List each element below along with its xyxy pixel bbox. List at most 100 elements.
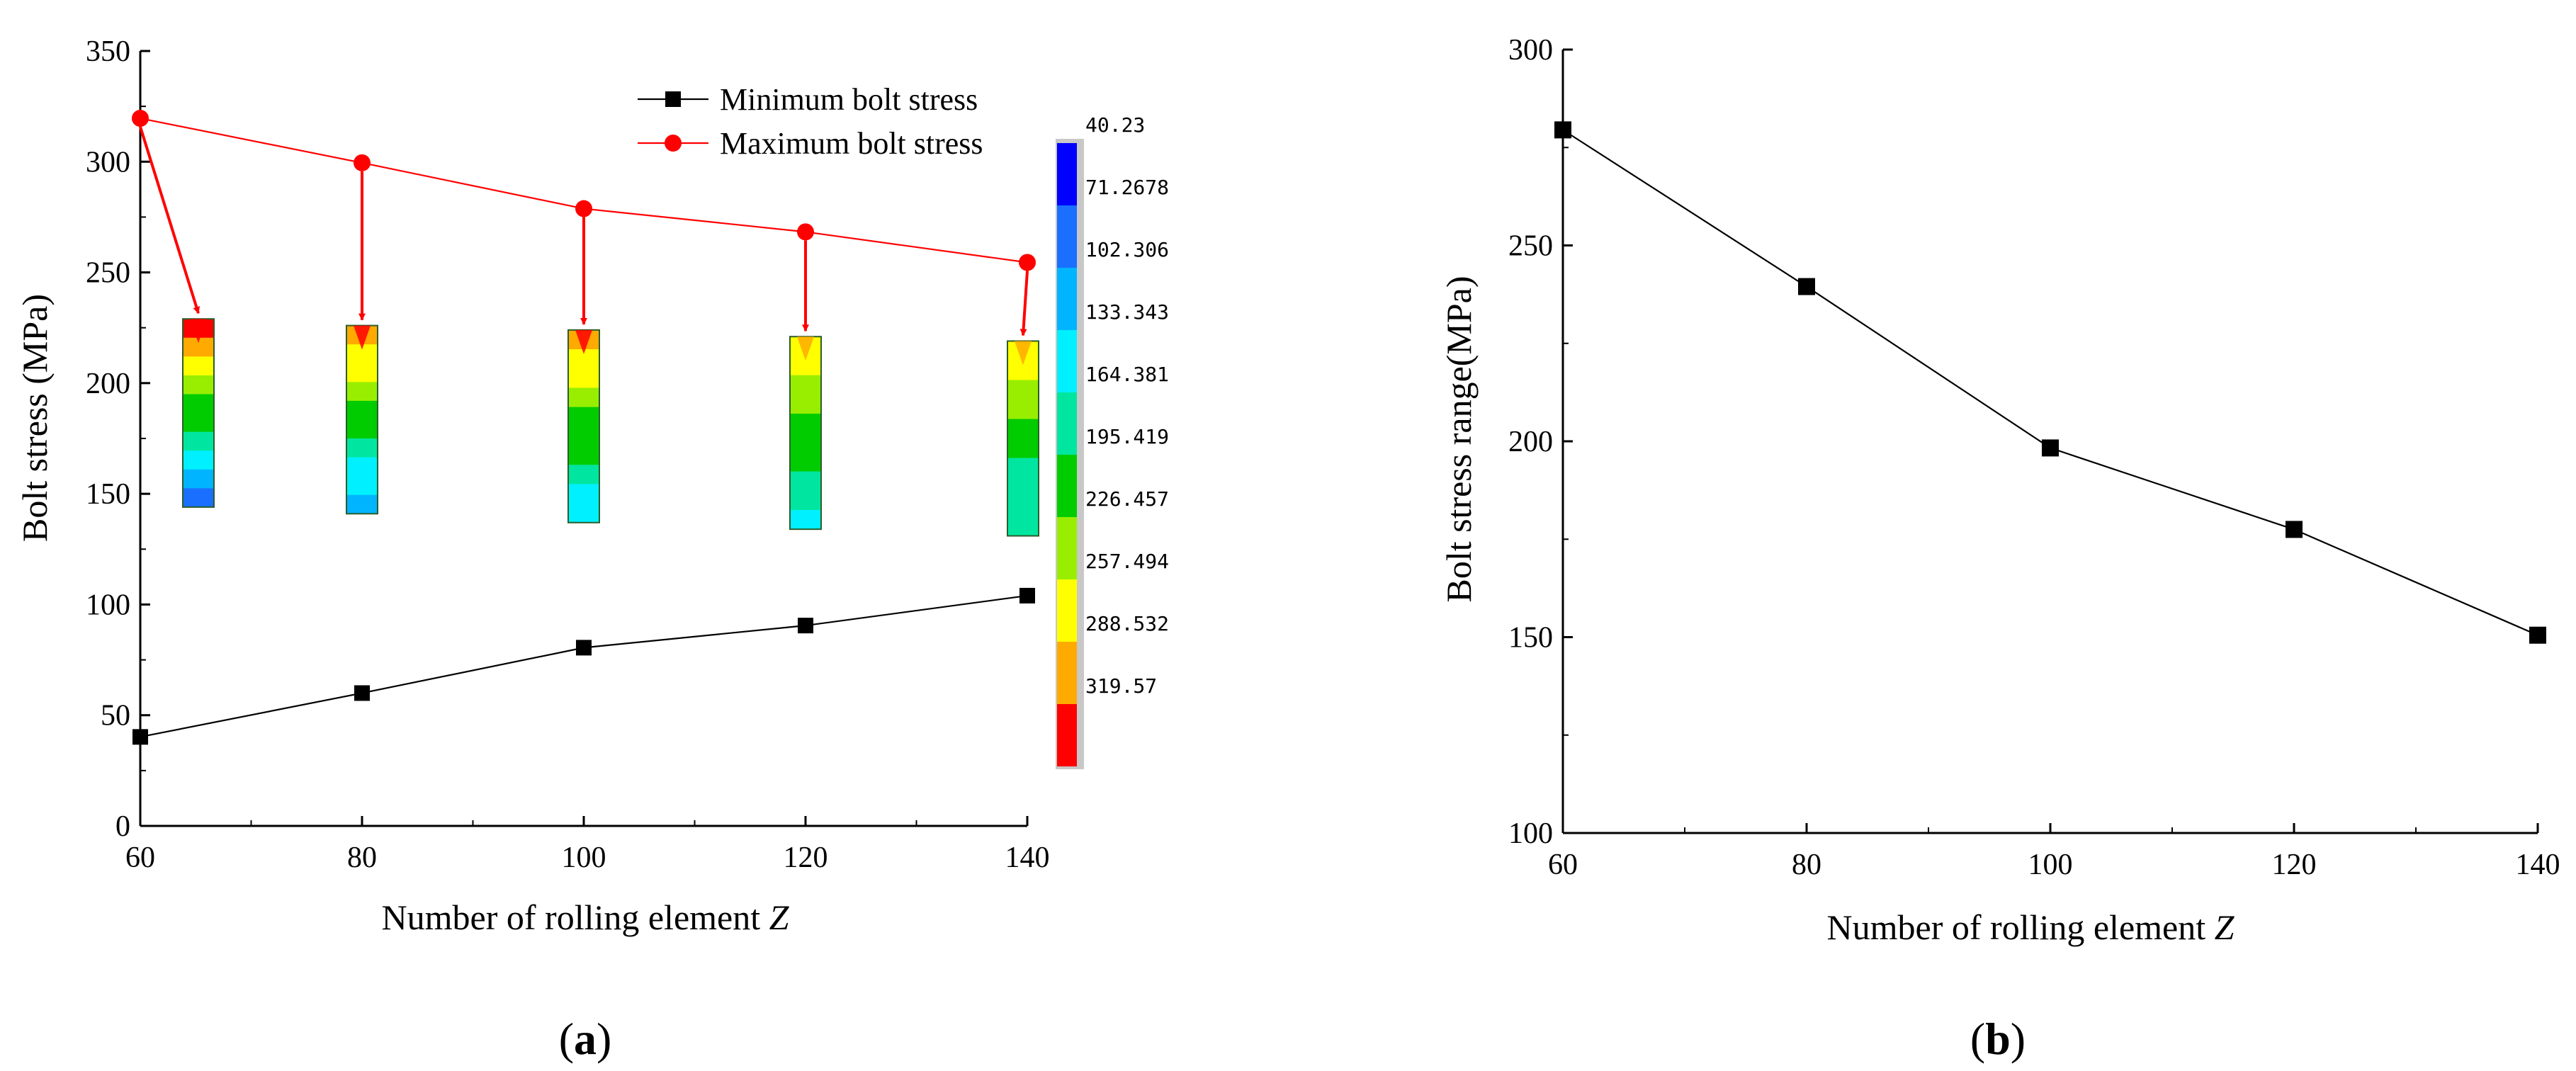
bolt-inset-band [1007, 380, 1039, 400]
bolt-inset-band [1007, 516, 1039, 537]
contour-legend-value: 319.57 [1085, 674, 1157, 698]
series-stress-range-point [2529, 626, 2546, 644]
chart-b-y-tick-label: 100 [1508, 817, 1553, 850]
contour-legend-swatch [1057, 704, 1077, 766]
panel-label-a: (a) [559, 1014, 612, 1064]
series-maximum-point [132, 110, 149, 128]
chart-b-x-tick-label: 120 [2272, 849, 2317, 881]
chart-a-y-tick-label: 50 [101, 700, 130, 732]
bolt-inset-band [183, 375, 214, 395]
chart-a-x-tick-label: 80 [347, 842, 377, 874]
bolt-inset [789, 336, 822, 531]
chart-b-y-tick-label: 250 [1508, 230, 1553, 263]
contour-legend-swatch [1057, 455, 1077, 517]
bolt-inset-band [568, 484, 599, 504]
chart-b-y-tick-label: 300 [1508, 34, 1553, 67]
legend-marker [665, 135, 682, 152]
bolt-inset-band [346, 457, 378, 477]
bolt-inset-band [568, 407, 599, 427]
contour-legend-value: 102.306 [1085, 238, 1169, 261]
bolt-inset-band [790, 413, 821, 434]
max-stress-arrow [139, 126, 200, 314]
chart-panel-b: 60 80 100 120 140 100 150 200 250 300 Bolt stress… [1439, 34, 2560, 1064]
chart-a-y-tick-label: 0 [115, 810, 130, 843]
bolt-inset-band [790, 375, 821, 395]
chart-b-x-tick-label: 60 [1548, 849, 1578, 881]
contour-legend-value: 133.343 [1085, 300, 1169, 324]
chart-a-y-tick-label: 150 [86, 478, 130, 511]
bolt-inset-band [1007, 477, 1039, 498]
chart-b-x-axis-label-var: Z [2215, 907, 2235, 947]
chart-a-x-tick-label: 60 [125, 842, 155, 874]
chart-a-markers [132, 110, 1036, 745]
chart-a-arrows [139, 126, 1029, 336]
chart-a-y-tick-label: 350 [86, 35, 130, 68]
chart-a-y-tick-label: 100 [86, 589, 130, 621]
contour-legend-value: 257.494 [1085, 550, 1169, 573]
contour-legend-swatch [1057, 205, 1077, 268]
bolt-inset-band [346, 419, 378, 439]
max-stress-arrow [1019, 271, 1029, 336]
series-minimum-point [1019, 587, 1035, 604]
chart-b-axes: 60 80 100 120 140 100 150 200 250 300 [1508, 34, 2560, 881]
bolt-inset-band [790, 509, 821, 530]
bolt-inset-band [183, 394, 214, 414]
contour-legend-swatch [1057, 642, 1077, 704]
contour-legend-swatch [1057, 143, 1077, 205]
chart-a-x-axis-label-var: Z [769, 897, 790, 937]
panel-label-b: (b) [1970, 1014, 2026, 1064]
chart-a-y-tick-label: 300 [86, 146, 130, 178]
series-stress-range-point [1554, 121, 1571, 139]
chart-b-y-tick-label: 150 [1508, 622, 1553, 654]
series-maximum-point [575, 200, 592, 217]
chart-a-y-axis-label: Bolt stress (MPa) [15, 294, 55, 542]
legend-label: Maximum bolt stress [720, 126, 983, 161]
bolt-inset-band [346, 400, 378, 421]
bolt-inset-hotspot [354, 325, 371, 350]
contour-legend-swatch [1057, 268, 1077, 330]
chart-b-x-tick-label: 100 [2028, 849, 2073, 881]
bolt-inset-band [568, 446, 599, 465]
chart-b-x-axis-label: Number of rolling element Z [1827, 907, 2235, 947]
panel-label-b-letter: b [1985, 1014, 2011, 1064]
bolt-inset-band [568, 368, 599, 389]
bolt-inset-band [183, 356, 214, 376]
chart-b-x-tick-label: 80 [1792, 849, 1821, 881]
bolt-inset-band [1007, 458, 1039, 478]
chart-a-y-tick-label: 250 [86, 257, 130, 290]
contour-legend-swatch [1057, 330, 1077, 392]
bolt-inset-band [568, 387, 599, 408]
contour-legend-value: 40.23 [1085, 113, 1145, 137]
bolt-inset-band [346, 382, 378, 402]
chart-a-legend: Minimum bolt stress Maximum bolt stress [638, 82, 983, 161]
bolt-inset-band [1007, 419, 1039, 439]
chart-panel-a: 60 80 100 120 140 0 50 100 150 200 250 300 350 Minim… [15, 35, 1169, 1064]
bolt-inset-band [183, 413, 214, 433]
bolt-inset-band [790, 433, 821, 453]
contour-legend-swatch [1057, 392, 1077, 455]
contour-legend-value: 164.381 [1085, 363, 1169, 386]
contour-color-legend: 40.23 71.2678 102.306 133.343 164.381 195.419… [1056, 113, 1169, 769]
bolt-inset-band [183, 488, 214, 508]
contour-legend-value: 226.457 [1085, 487, 1169, 511]
contour-legend-value: 288.532 [1085, 612, 1169, 635]
series-minimum-point [798, 618, 813, 634]
bolt-inset-band [346, 476, 378, 496]
bolt-inset [567, 329, 600, 523]
bolt-inset-band [183, 450, 214, 470]
series-stress-range-point [2042, 439, 2059, 457]
series-stress-range-point [2286, 521, 2303, 538]
bolt-inset-band [1007, 438, 1039, 459]
chart-b-y-axis-label: Bolt stress range(MPa) [1439, 276, 1479, 602]
series-minimum-point [576, 640, 592, 656]
series-maximum-point [354, 154, 371, 171]
panel-label-a-letter: a [574, 1014, 597, 1064]
series-stress-range-line [1562, 129, 2538, 636]
contour-legend-swatch [1057, 579, 1077, 642]
chart-b-x-tick-label: 140 [2516, 849, 2560, 881]
chart-b-x-axis-label-text: Number of rolling element [1827, 907, 2215, 947]
bolt-inset-band [1007, 399, 1039, 420]
bolt-inset-band [790, 394, 821, 414]
bolt-inset-hotspot [575, 329, 592, 354]
chart-b-series [1562, 129, 2538, 636]
